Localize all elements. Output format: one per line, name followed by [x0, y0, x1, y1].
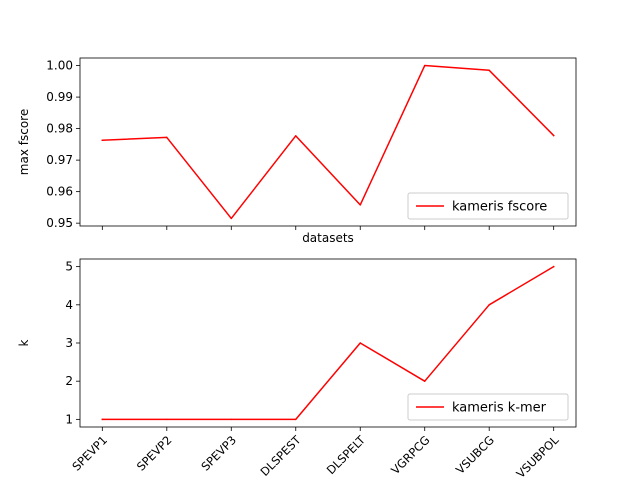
x-tick-label: VGRPCG	[388, 433, 432, 477]
y-tick-label: 0.98	[46, 122, 73, 136]
y-tick-label: 0.96	[46, 185, 73, 199]
series-line	[101, 64, 555, 220]
y-tick-label: 1.00	[46, 59, 73, 73]
y-axis-label: max fscore	[17, 109, 31, 175]
axes-frame	[79, 57, 577, 227]
series-line	[101, 265, 555, 421]
y-tick-label: 2	[65, 374, 73, 388]
legend-label: kameris fscore	[452, 200, 547, 215]
y-tick-label: 5	[65, 260, 73, 274]
data-point	[423, 64, 426, 67]
legend	[407, 393, 569, 421]
data-point	[488, 304, 490, 306]
x-axis-label: datasets	[302, 231, 354, 245]
kmer-chart: SPEVP1 SPEVP2 SPEVP3 DLSPEST DLSPELT VGRPCG VS…	[17, 258, 577, 480]
data-point	[101, 139, 104, 142]
x-tick-label: SPEVP3	[198, 433, 239, 474]
data-point	[295, 135, 297, 137]
data-point	[230, 217, 233, 220]
data-point	[166, 136, 168, 139]
data-point	[359, 342, 361, 344]
y-tick-label: 0.99	[46, 90, 73, 104]
legend	[407, 192, 569, 220]
y-tick-label: 3	[65, 336, 73, 350]
data-point	[423, 380, 426, 382]
fscore-chart: 0.95 0.96 0.97 0.98 0.99 1.00 max fscore datase…	[17, 57, 577, 245]
y-tick-label: 4	[65, 298, 73, 312]
y-tick-label: 0.95	[46, 216, 73, 230]
x-tick-label: VSUBPOL	[513, 432, 561, 480]
data-point	[359, 204, 361, 206]
y-axis-label: k	[17, 339, 31, 346]
data-point	[295, 418, 297, 421]
data-point	[552, 265, 555, 268]
data-point	[230, 418, 233, 421]
x-tick-label: SPEVP2	[134, 433, 175, 474]
y-tick-label: 0.97	[46, 153, 73, 167]
x-tick-label: DLSPELT	[324, 432, 369, 477]
data-point	[552, 134, 555, 137]
x-tick-label: SPEVP1	[69, 433, 110, 474]
y-tick-label: 1	[65, 412, 73, 426]
data-point	[166, 418, 168, 421]
legend-label: kameris k-mer	[452, 401, 547, 416]
x-tick-label: DLSPEST	[258, 432, 305, 479]
x-tick-label: VSUBCG	[453, 433, 497, 477]
data-point	[488, 69, 490, 72]
data-point	[101, 418, 104, 421]
